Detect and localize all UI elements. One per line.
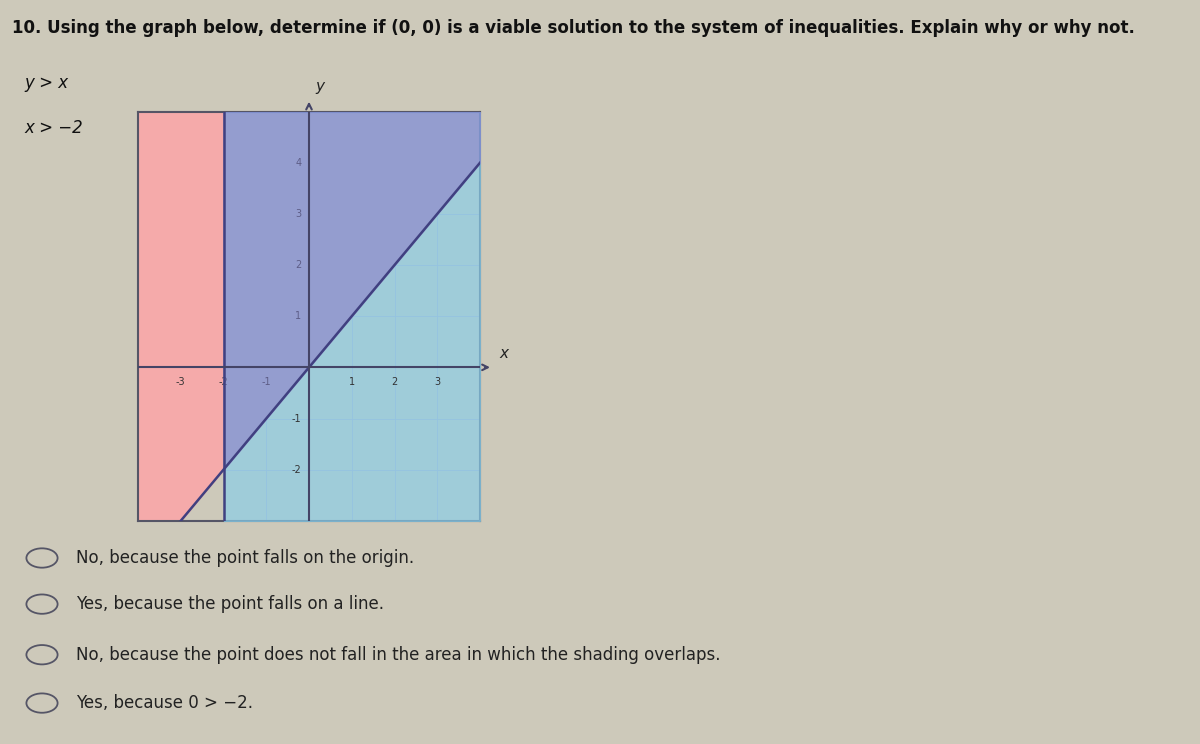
Text: y > x: y > x [24, 74, 68, 92]
Text: 3: 3 [295, 209, 301, 219]
Text: -3: -3 [176, 376, 186, 387]
Text: -1: -1 [292, 414, 301, 423]
Text: -1: -1 [262, 376, 271, 387]
Text: 2: 2 [391, 376, 397, 387]
Text: 3: 3 [434, 376, 440, 387]
Text: y: y [316, 79, 324, 94]
Text: 10. Using the graph below, determine if (0, 0) is a viable solution to the syste: 10. Using the graph below, determine if … [12, 19, 1135, 36]
Text: 2: 2 [295, 260, 301, 270]
Text: -2: -2 [218, 376, 228, 387]
Text: 4: 4 [295, 158, 301, 167]
Text: 1: 1 [349, 376, 355, 387]
Text: x: x [499, 346, 509, 361]
Text: Yes, because the point falls on a line.: Yes, because the point falls on a line. [76, 595, 384, 613]
Text: -2: -2 [292, 465, 301, 475]
Text: x > −2: x > −2 [24, 119, 83, 137]
Text: Yes, because 0 > −2.: Yes, because 0 > −2. [76, 694, 253, 712]
Text: 1: 1 [295, 311, 301, 321]
Text: No, because the point falls on the origin.: No, because the point falls on the origi… [76, 549, 414, 567]
Text: No, because the point does not fall in the area in which the shading overlaps.: No, because the point does not fall in t… [76, 646, 720, 664]
